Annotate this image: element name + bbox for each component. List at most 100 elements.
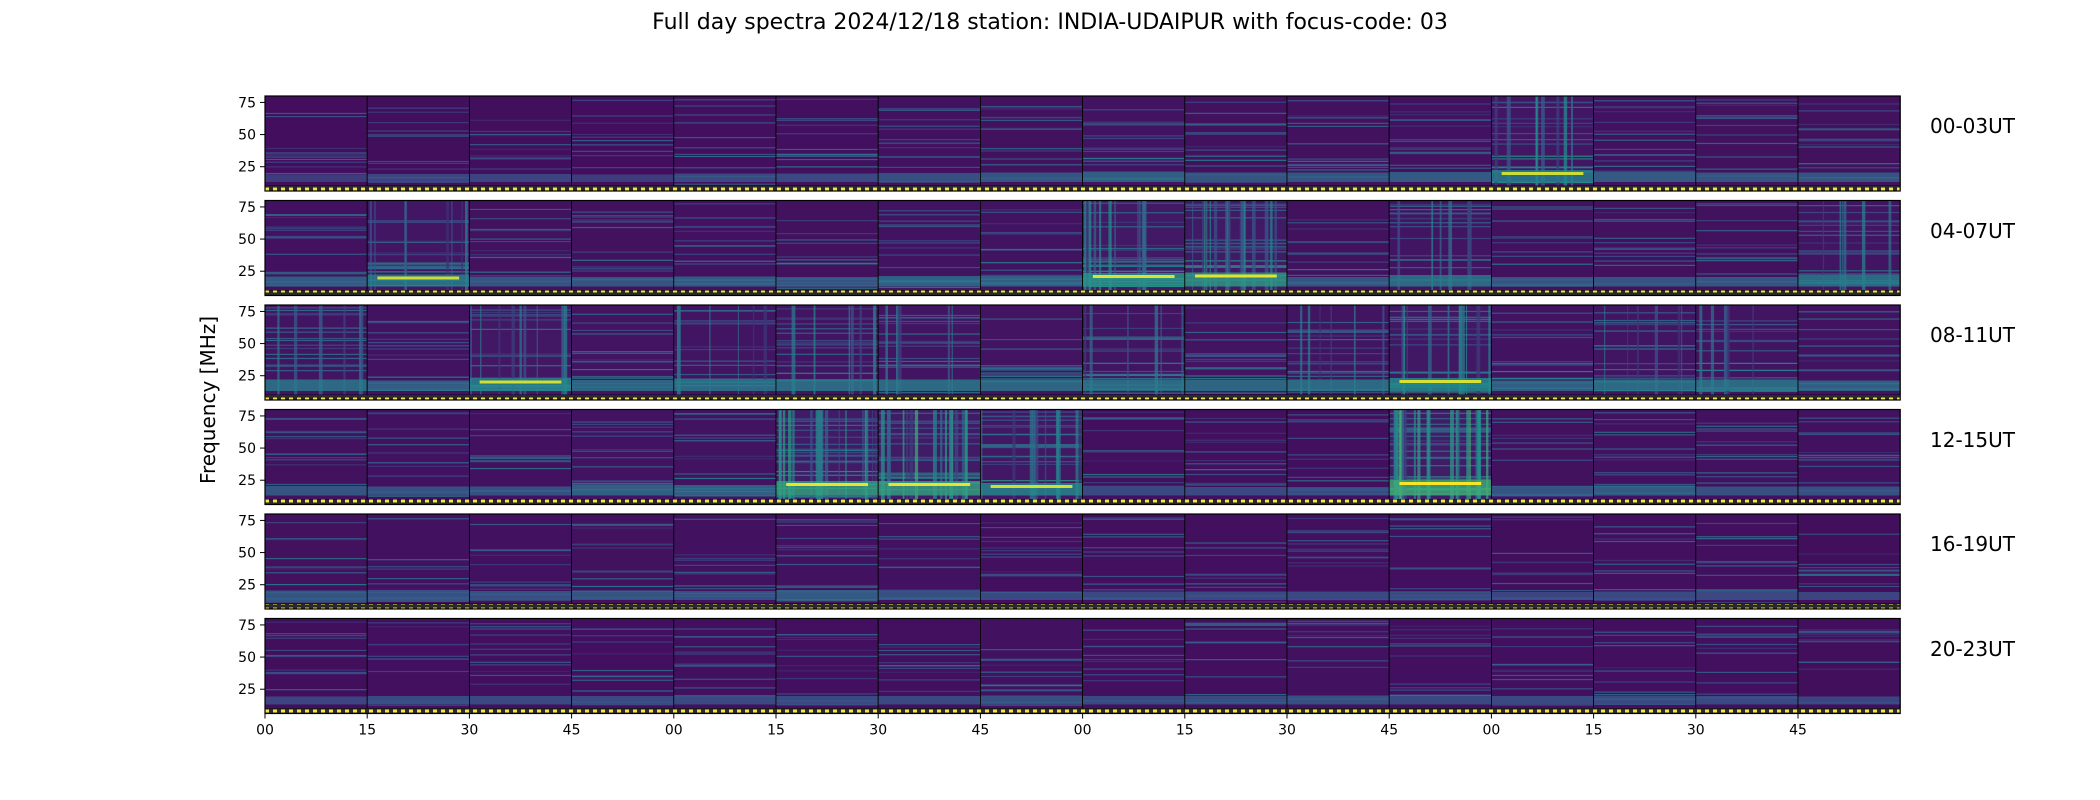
rfi-line [1491, 378, 1594, 380]
rfi-line [1389, 683, 1492, 685]
rfi-line [469, 168, 572, 170]
rfi-line [673, 440, 776, 442]
rfi-line [265, 214, 368, 216]
rfi-line [776, 262, 879, 264]
rfi-line [776, 638, 879, 640]
rfi-line [1695, 693, 1798, 695]
rfi-line [1082, 259, 1185, 261]
rfi-line [1184, 266, 1287, 268]
rfi-line [878, 225, 981, 228]
rfi-line [367, 266, 470, 268]
spectrum-panel [1388, 304, 1492, 396]
rfi-line [1389, 152, 1492, 155]
rfi-line [1184, 246, 1287, 248]
burst-stripe [1139, 200, 1141, 291]
rfi-line [1593, 375, 1696, 377]
rfi-line [265, 253, 368, 255]
spectrum-panel [468, 513, 572, 605]
burst-stripe [1137, 200, 1139, 291]
rfi-line [1593, 220, 1696, 222]
rfi-line [367, 264, 470, 266]
rfi-line [571, 219, 674, 221]
rfi-line [1491, 255, 1594, 257]
rfi-line [1287, 261, 1390, 263]
rfi-line [878, 558, 981, 560]
rfi-line [1593, 133, 1696, 135]
rfi-line [1695, 390, 1798, 392]
rfi-line [265, 601, 368, 603]
rfi-line [878, 472, 981, 474]
rfi-line [571, 421, 674, 423]
spectrum-panel [468, 200, 572, 291]
rfi-line [878, 357, 981, 360]
rfi-line [878, 433, 981, 435]
rfi-line [980, 248, 1083, 251]
rfi-line [878, 322, 981, 325]
rfi-line [776, 166, 879, 168]
burst-stripe [885, 305, 887, 395]
low-frequency-band [1389, 275, 1492, 287]
dotted-strip [265, 604, 1901, 609]
rfi-line [1287, 331, 1390, 333]
spectrum-panel [877, 304, 981, 396]
rfi-line [1695, 328, 1798, 330]
rfi-line [367, 376, 470, 378]
rfi-line [571, 450, 674, 452]
rfi-line [265, 432, 368, 434]
rfi-line [1798, 465, 1901, 467]
rfi-line [1389, 148, 1492, 150]
burst-stripe [1426, 409, 1431, 500]
low-frequency-band [265, 696, 368, 705]
rfi-line [1287, 419, 1390, 421]
rfi-line [1593, 631, 1696, 633]
rfi-line [1082, 430, 1185, 432]
rfi-line [1798, 369, 1901, 371]
rfi-line [1184, 624, 1287, 627]
spectra-row: 75 50 25 [238, 304, 1901, 401]
rfi-line [878, 422, 981, 424]
rfi-line [265, 365, 368, 367]
rfi-line [1184, 204, 1287, 206]
burst-stripe [1563, 96, 1568, 186]
spectrum-panel [1082, 304, 1186, 396]
rfi-line [878, 266, 981, 269]
rfi-line [1798, 253, 1901, 255]
low-frequency-band [1389, 378, 1492, 391]
low-frequency-band [673, 591, 776, 600]
rfi-line [1593, 154, 1696, 156]
rfi-line [1695, 454, 1798, 456]
rfi-line [571, 653, 674, 655]
rfi-line [1082, 629, 1185, 631]
rfi-line [1695, 574, 1798, 576]
rfi-line [1798, 360, 1901, 362]
rfi-line [1695, 428, 1798, 430]
rfi-line [469, 429, 572, 431]
rfi-line [571, 635, 674, 637]
rfi-line [1798, 345, 1901, 347]
rfi-line [1695, 636, 1798, 638]
panel-background [1491, 200, 1594, 291]
rfi-line [265, 655, 368, 658]
x-tick-label: 30 [869, 723, 887, 739]
spectrum-panel [468, 95, 572, 187]
rfi-line [1082, 249, 1185, 251]
rfi-line [367, 168, 470, 170]
rfi-line [1082, 551, 1185, 553]
rfi-line [980, 522, 1083, 524]
rfi-line [571, 423, 674, 425]
bright-band [377, 276, 460, 280]
spectrum-panel [775, 618, 879, 709]
rfi-line [1287, 476, 1390, 478]
spectrum-panel [775, 304, 879, 396]
rfi-line [776, 287, 879, 289]
rfi-line [673, 518, 776, 520]
panel-background [1491, 618, 1594, 709]
spectrum-panel [775, 513, 879, 605]
rfi-line [980, 690, 1083, 692]
rfi-line [265, 237, 368, 239]
y-tick-label: 75 [238, 304, 256, 320]
spectrum-panel [1695, 618, 1799, 709]
rfi-line [469, 623, 572, 625]
rfi-line [1082, 485, 1185, 487]
rfi-line [673, 495, 776, 497]
